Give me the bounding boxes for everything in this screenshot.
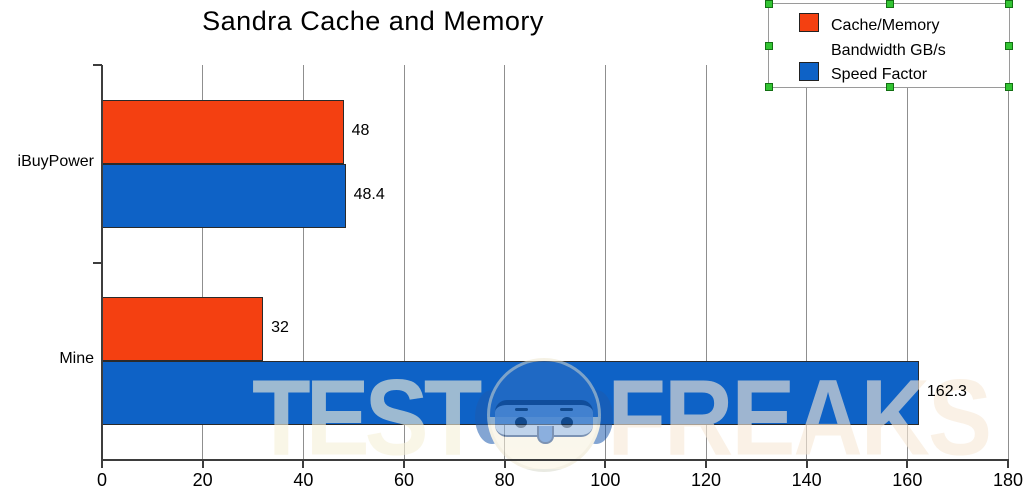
x-tick-40 — [302, 460, 305, 468]
legend-resize-handle-w[interactable] — [765, 42, 773, 50]
legend-resize-handle-se[interactable] — [1005, 83, 1013, 91]
y-tick-1 — [93, 261, 102, 264]
bar-ibuypower-speed-factor[interactable] — [102, 163, 346, 228]
x-tick-label-140: 140 — [791, 470, 822, 490]
gridline-160 — [906, 65, 908, 460]
gridline-60 — [403, 65, 405, 460]
x-tick-label-180: 180 — [992, 470, 1024, 490]
plot-area: 0 20 40 60 80 100 120 140 160 180 48 48.4 iBuyPower 3… — [18, 64, 1023, 490]
gridline-80 — [504, 65, 506, 460]
gridline-20 — [202, 65, 204, 460]
legend-label: Cache/Memory Bandwidth GB/s — [831, 17, 946, 59]
bandwidth-series-swatch — [799, 13, 819, 32]
x-tick-label-40: 40 — [293, 470, 314, 490]
bar-value-label: 48 — [351, 121, 370, 139]
x-tick-20 — [201, 460, 204, 468]
legend-resize-handle-n[interactable] — [886, 0, 894, 8]
x-tick-80 — [503, 460, 506, 468]
x-tick-60 — [403, 460, 405, 468]
x-tick-0 — [101, 460, 103, 468]
y-tick-0 — [93, 64, 102, 66]
y-axis-line — [101, 65, 103, 462]
gridline-40 — [302, 65, 304, 460]
category-label-mine: Mine — [59, 350, 94, 368]
bar-ibuypower-bandwidth[interactable] — [102, 99, 344, 164]
bar-mine-bandwidth[interactable] — [102, 297, 264, 362]
chart-legend[interactable]: Cache/Memory Bandwidth GB/s Speed Factor — [765, 0, 1013, 91]
legend-resize-handle-sw[interactable] — [765, 83, 773, 91]
x-tick-100 — [604, 460, 607, 468]
x-tick-label-60: 60 — [393, 470, 415, 490]
legend-resize-handle-s[interactable] — [886, 83, 894, 91]
legend-item-bandwidth[interactable]: Cache/Memory Bandwidth GB/s — [799, 13, 991, 63]
bar-mine-speed-factor[interactable] — [102, 361, 919, 426]
legend-resize-handle-ne[interactable] — [1005, 0, 1013, 8]
x-tick-label-160: 160 — [892, 470, 923, 490]
speed-factor-series-swatch — [799, 62, 819, 81]
bar-value-label: 162.3 — [926, 383, 967, 401]
x-tick-label-80: 80 — [494, 470, 515, 490]
x-tick-120 — [705, 460, 707, 468]
x-tick-180 — [1007, 460, 1009, 468]
x-tick-label-0: 0 — [96, 470, 107, 490]
x-tick-label-100: 100 — [590, 470, 621, 490]
legend-label: Speed Factor — [831, 66, 928, 83]
x-tick-160 — [906, 460, 909, 468]
bar-value-label: 32 — [271, 319, 289, 337]
chart-title: Sandra Cache and Memory — [202, 6, 544, 36]
gridline-120 — [705, 65, 707, 460]
x-tick-label-20: 20 — [192, 470, 213, 490]
gridline-180 — [1007, 65, 1009, 460]
category-label-ibuypower: iBuyPower — [17, 152, 94, 170]
legend-item-speed-factor[interactable]: Speed Factor — [799, 62, 991, 87]
legend-resize-handle-e[interactable] — [1005, 42, 1013, 50]
legend-resize-handle-nw[interactable] — [765, 0, 773, 8]
bar-value-label: 48.4 — [353, 185, 385, 203]
x-tick-140 — [805, 460, 808, 468]
gridline-140 — [806, 65, 808, 460]
gridline-100 — [604, 65, 606, 460]
x-axis-line — [101, 459, 1009, 461]
x-tick-label-120: 120 — [690, 470, 722, 490]
